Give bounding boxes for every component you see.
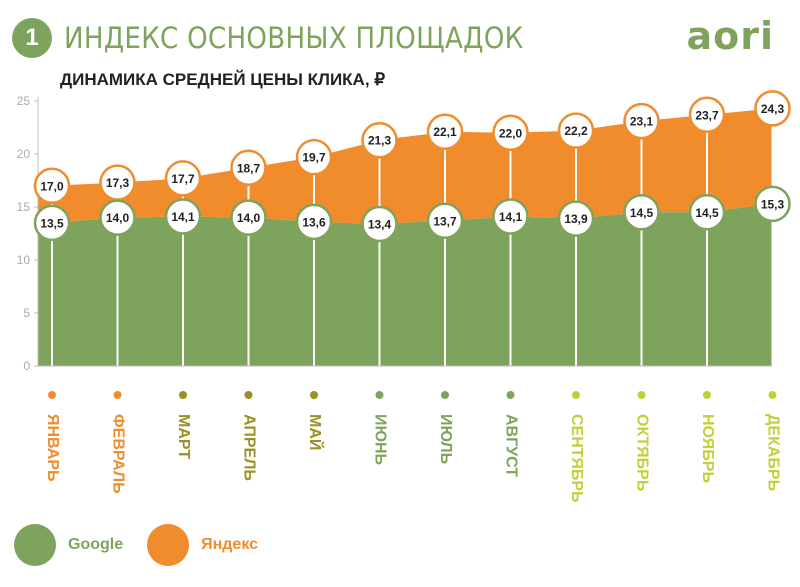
x-tick-label: АВГУСТ [502,414,519,477]
area-yandex [38,108,773,224]
brand-logo: aori [686,14,774,58]
yandex-point [361,121,398,159]
yandex-point [230,149,267,187]
month-dot [768,391,777,399]
yandex-point [557,112,595,149]
yandex-value-label: 23,1 [630,115,654,129]
y-tick-label: 0 [23,359,30,373]
yandex-value-label: 19,7 [302,151,326,165]
google-point [164,198,202,235]
yandex-point [754,90,791,127]
yandex-value-label: 17,7 [171,172,195,186]
legend-swatch-google [14,524,56,566]
area-google [38,203,773,366]
yandex-value-label: 22,2 [564,124,588,138]
x-tick-label: ОКТЯБРЬ [633,414,650,491]
google-point [688,194,726,231]
google-value-label: 13,5 [40,216,64,230]
y-tick-label: 5 [23,306,30,320]
x-tick-label: НОЯБРЬ [699,414,716,483]
yandex-point [33,167,71,205]
google-point [426,202,464,240]
legend-label-yandex: Яндекс [201,536,259,553]
google-point [492,198,529,235]
header: 1 ИНДЕКС ОСНОВНЫХ ПЛОЩАДОК [12,14,523,62]
google-value-label: 14,5 [630,206,654,220]
yandex-value-label: 17,0 [40,179,64,193]
yandex-value-label: 17,3 [106,176,130,190]
month-dot [506,391,515,399]
month-dot [572,391,580,399]
google-point [295,203,333,241]
y-tick-label: 15 [17,200,31,214]
yandex-point [295,138,333,176]
google-value-label: 13,9 [564,212,588,226]
yandex-point [492,114,529,152]
yandex-point [623,102,660,140]
google-value-label: 13,4 [368,217,392,231]
yandex-point [426,113,464,150]
month-dot [703,391,711,399]
google-point [361,205,398,243]
google-value-label: 14,0 [106,211,130,225]
x-tick-label: ДЕКАБРЬ [764,414,781,491]
x-tick-label: ИЮНЬ [371,414,388,465]
legend-item-yandex: Яндекс [147,524,258,566]
y-tick-label: 10 [17,253,31,267]
google-value-label: 14,5 [695,206,719,220]
month-dot [48,391,56,399]
x-tick-label: ФЕВРАЛЬ [109,414,126,494]
google-point [230,199,267,236]
google-value-label: 13,7 [433,214,457,228]
legend-item-google: Google [14,524,123,566]
yandex-value-label: 22,1 [433,125,457,139]
section-number-badge: 1 [12,18,52,58]
month-dot [310,391,318,399]
yandex-point [688,96,726,134]
google-point [33,204,71,242]
yandex-value-label: 22,0 [499,126,523,140]
google-value-label: 13,6 [302,215,326,229]
google-value-label: 14,0 [237,211,261,225]
logo-text: aori [686,14,774,58]
y-tick-label: 25 [17,94,31,108]
x-tick-label: ЯНВАРЬ [44,414,61,482]
yandex-value-label: 18,7 [237,161,261,175]
x-tick-label: СЕНТЯБРЬ [568,414,585,503]
legend-swatch-yandex [147,524,190,566]
google-point [557,200,595,237]
google-value-label: 14,1 [171,210,195,224]
chart-legend: Google Яндекс [14,524,282,566]
yandex-value-label: 24,3 [761,102,785,116]
yandex-value-label: 23,7 [695,108,719,122]
page-title: ИНДЕКС ОСНОВНЫХ ПЛОЩАДОК [64,21,524,55]
yandex-value-label: 21,3 [368,134,392,148]
yandex-point [164,160,202,197]
month-dot [375,391,384,399]
month-dot [441,391,449,399]
x-tick-label: АПРЕЛЬ [240,414,257,481]
chart-title: ДИНАМИКА СРЕДНЕЙ ЦЕНЫ КЛИКА, ₽ [60,70,386,89]
google-point [623,194,660,231]
x-tick-label: МАРТ [175,414,192,459]
legend-label-google: Google [68,536,124,553]
google-point [99,199,136,236]
x-tick-label: МАЙ [306,414,325,450]
price-chart: 0 5 10 15 20 25 17,0 13,5 17,3 14,0 17,7 14,1 18,7 14… [17,90,791,503]
google-value-label: 14,1 [499,210,523,224]
month-dot [179,391,187,399]
x-tick-label: ИЮЛЬ [437,414,454,464]
month-dot [113,391,122,399]
month-dot [637,391,646,399]
google-point [754,185,791,223]
y-tick-label: 20 [17,147,31,161]
month-dot [244,391,253,399]
google-value-label: 15,3 [761,197,785,211]
